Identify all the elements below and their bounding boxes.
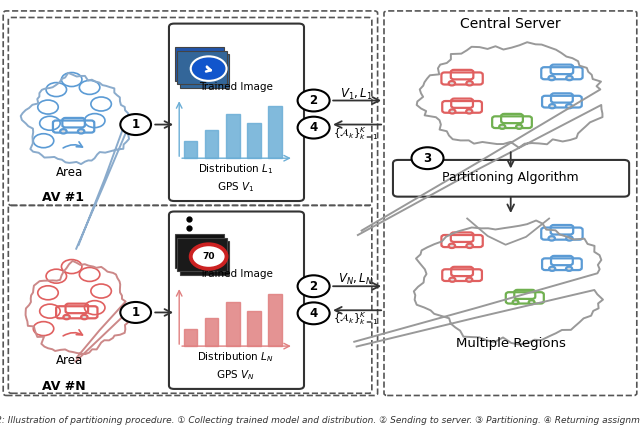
Text: AV #1: AV #1	[42, 191, 84, 204]
FancyBboxPatch shape	[175, 47, 224, 81]
Text: AV #N: AV #N	[42, 380, 85, 393]
Bar	[205, 318, 218, 346]
Circle shape	[566, 236, 573, 241]
Text: Partitioning Algorithm: Partitioning Algorithm	[442, 171, 579, 184]
Circle shape	[60, 129, 67, 134]
Circle shape	[529, 300, 534, 304]
FancyBboxPatch shape	[180, 54, 229, 88]
Text: 2: 2	[310, 280, 317, 293]
Circle shape	[412, 147, 444, 169]
Text: $V_N,L_N$: $V_N,L_N$	[339, 272, 373, 287]
Circle shape	[467, 81, 473, 86]
Bar	[268, 106, 282, 158]
Circle shape	[466, 277, 472, 282]
Text: Multiple Regions: Multiple Regions	[456, 336, 566, 350]
Circle shape	[298, 302, 330, 324]
Text: 1: 1	[132, 306, 140, 319]
Circle shape	[449, 277, 456, 282]
Bar	[184, 329, 197, 346]
Text: Distribution $L_1$: Distribution $L_1$	[198, 163, 273, 177]
Text: 2: 2	[310, 94, 317, 107]
Circle shape	[549, 267, 556, 271]
Text: 4: 4	[310, 121, 317, 134]
Text: $\{\mathcal{A}_k\}_{k=1}^K$: $\{\mathcal{A}_k\}_{k=1}^K$	[333, 125, 379, 142]
Circle shape	[466, 109, 472, 114]
Text: Area: Area	[56, 354, 83, 367]
Circle shape	[78, 129, 84, 134]
Text: 4: 4	[310, 307, 317, 320]
Bar	[268, 294, 282, 346]
FancyBboxPatch shape	[169, 24, 304, 201]
Text: Distribution $L_N$: Distribution $L_N$	[197, 350, 274, 364]
FancyBboxPatch shape	[180, 241, 229, 275]
Circle shape	[81, 315, 88, 319]
FancyBboxPatch shape	[393, 160, 629, 197]
Text: 3: 3	[424, 152, 431, 165]
Circle shape	[120, 302, 151, 323]
Text: GPS $V_N$: GPS $V_N$	[216, 368, 255, 382]
Text: $V_1,L_1$: $V_1,L_1$	[339, 87, 372, 101]
Bar	[184, 141, 197, 158]
Circle shape	[120, 114, 151, 135]
Circle shape	[298, 117, 330, 139]
FancyBboxPatch shape	[177, 51, 227, 84]
Circle shape	[566, 76, 573, 80]
Circle shape	[516, 125, 522, 129]
Bar	[226, 302, 239, 346]
FancyBboxPatch shape	[169, 212, 304, 389]
Circle shape	[192, 57, 225, 80]
FancyBboxPatch shape	[175, 234, 224, 268]
Circle shape	[191, 244, 227, 269]
Bar	[247, 311, 260, 346]
Circle shape	[566, 267, 572, 271]
Bar	[226, 114, 239, 158]
Circle shape	[549, 104, 556, 108]
Bar	[247, 123, 260, 158]
Circle shape	[499, 125, 506, 129]
Circle shape	[449, 109, 456, 114]
Text: 1: 1	[132, 118, 140, 131]
Text: GPS $V_1$: GPS $V_1$	[217, 180, 254, 194]
Circle shape	[63, 315, 70, 319]
Text: Trained Image: Trained Image	[198, 82, 273, 91]
Text: Trained Image: Trained Image	[198, 270, 273, 279]
Bar	[205, 130, 218, 158]
Circle shape	[548, 236, 555, 241]
Circle shape	[513, 300, 518, 304]
Circle shape	[298, 90, 330, 111]
Text: Fig. 2: Illustration of partitioning procedure. ① Collecting trained model and d: Fig. 2: Illustration of partitioning pro…	[0, 416, 640, 425]
Text: $\{\mathcal{A}_k\}_{k=1}^K$: $\{\mathcal{A}_k\}_{k=1}^K$	[333, 311, 379, 327]
Circle shape	[298, 275, 330, 297]
Text: Area: Area	[56, 166, 83, 179]
Text: Central Server: Central Server	[460, 17, 561, 31]
Circle shape	[548, 76, 555, 80]
Text: 70: 70	[202, 252, 215, 261]
Circle shape	[449, 81, 455, 86]
Circle shape	[467, 243, 473, 248]
Circle shape	[566, 104, 572, 108]
Circle shape	[449, 243, 455, 248]
FancyBboxPatch shape	[177, 238, 227, 271]
